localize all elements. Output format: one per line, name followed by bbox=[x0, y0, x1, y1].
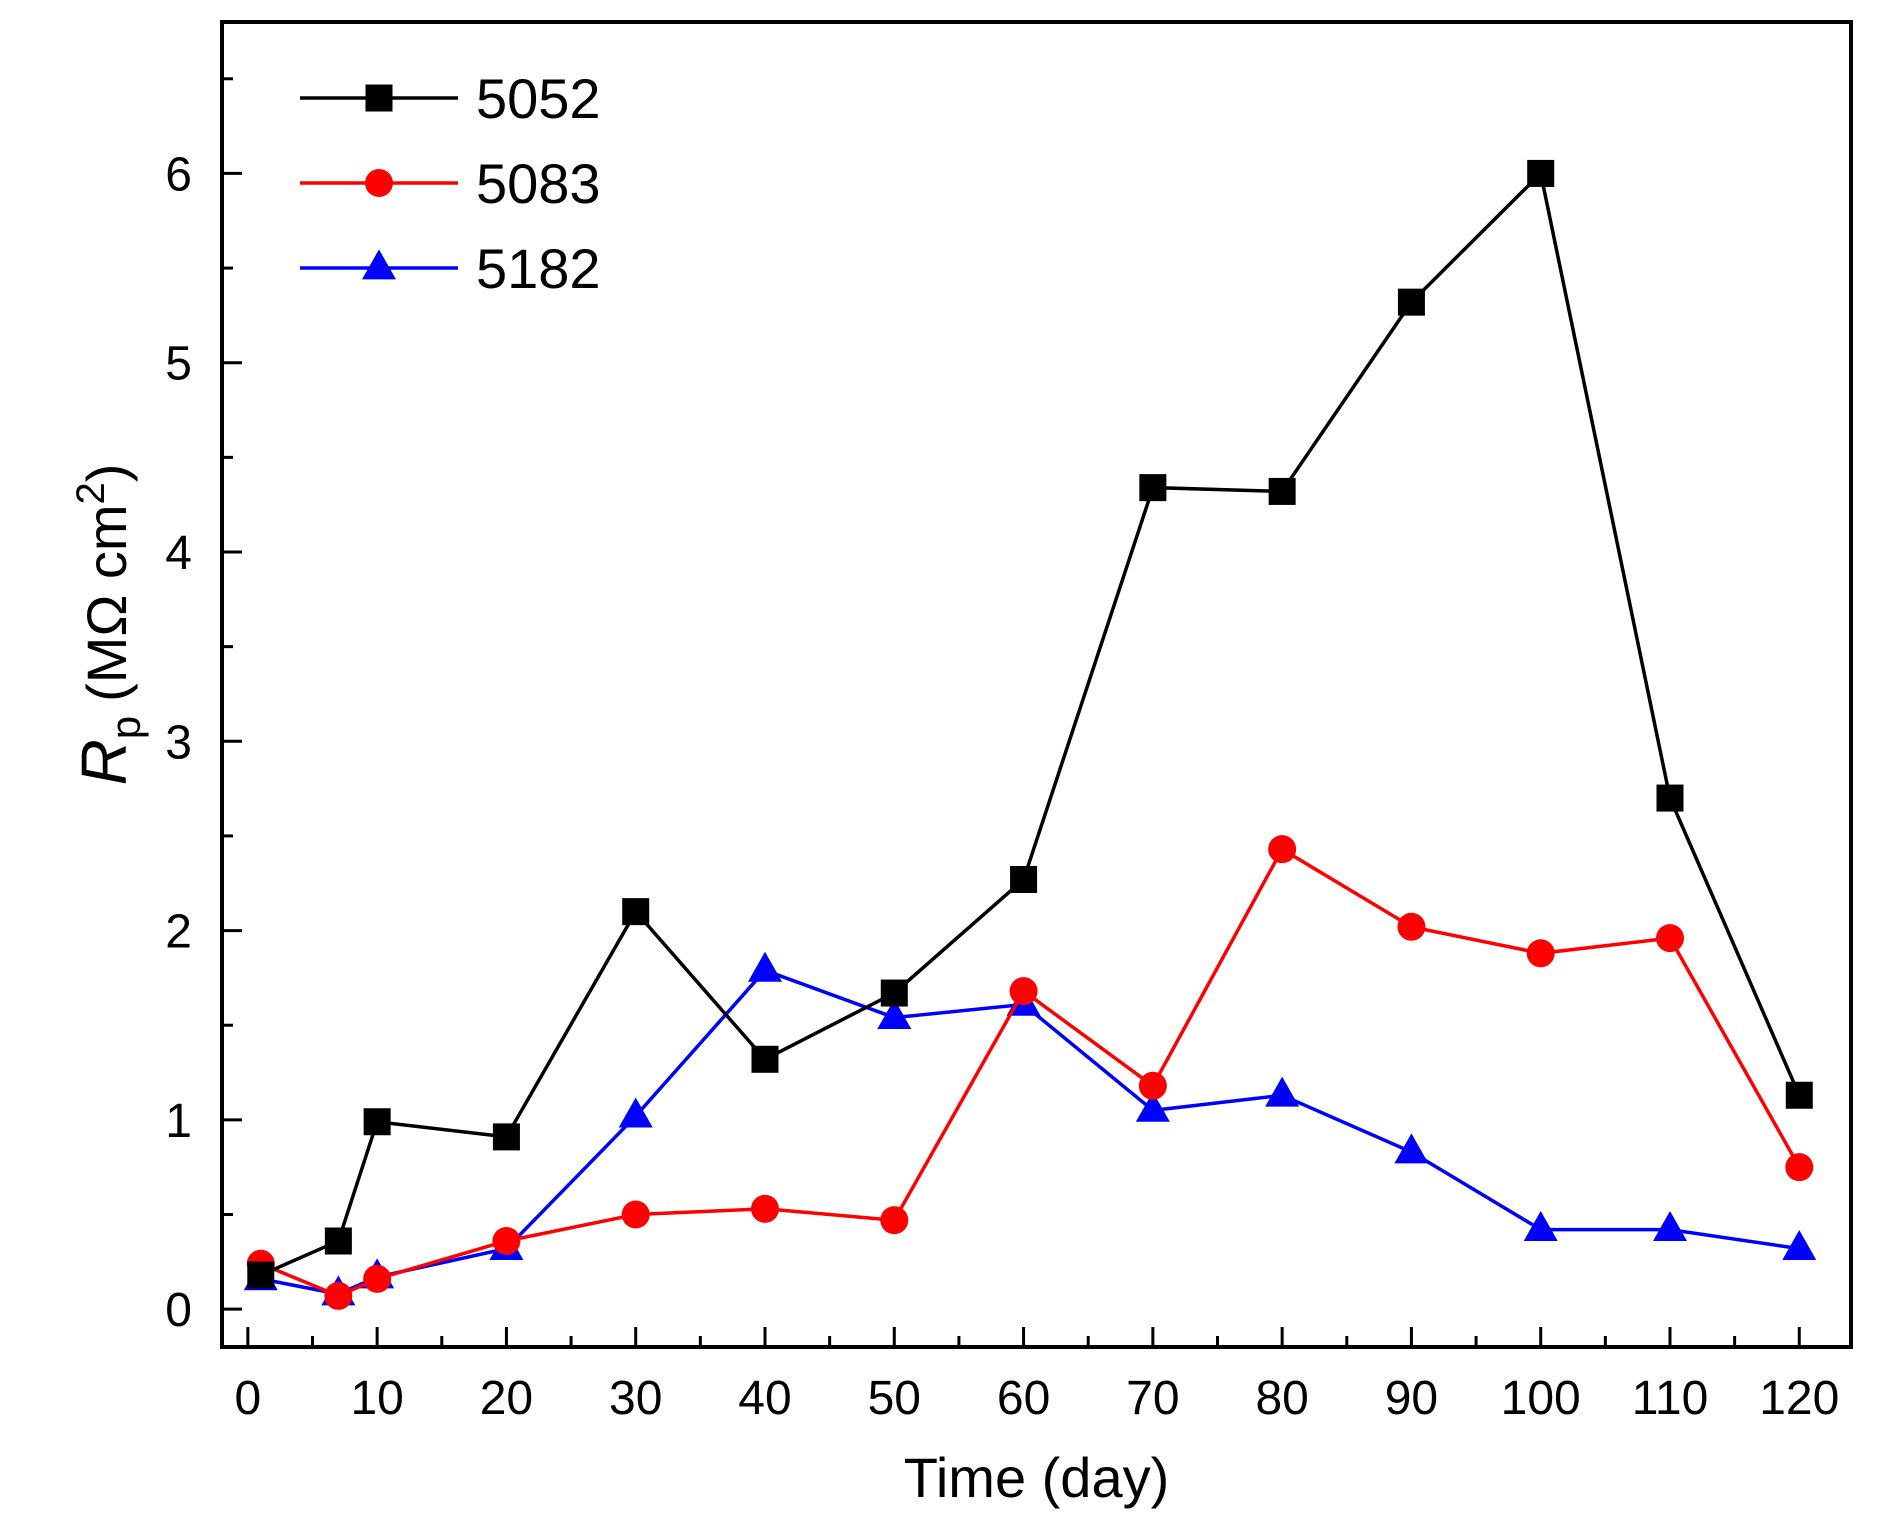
data-point-5052 bbox=[1268, 477, 1296, 505]
y-axis-unit-close: ) bbox=[75, 464, 138, 483]
x-tick-label: 50 bbox=[868, 1372, 921, 1425]
data-point-5083 bbox=[1397, 912, 1426, 941]
series-group bbox=[243, 159, 1817, 1310]
x-tick-label: 20 bbox=[480, 1372, 533, 1425]
data-point-5052 bbox=[1527, 159, 1555, 187]
x-tick-label: 40 bbox=[738, 1372, 791, 1425]
legend-marker-5052 bbox=[365, 84, 393, 112]
x-tick-label: 90 bbox=[1385, 1372, 1438, 1425]
data-point-5182 bbox=[618, 1097, 653, 1128]
data-point-5052 bbox=[1656, 784, 1684, 812]
data-point-5083 bbox=[751, 1194, 779, 1223]
data-point-5182 bbox=[1523, 1211, 1558, 1242]
x-tick-label: 60 bbox=[997, 1372, 1050, 1425]
data-point-5083 bbox=[880, 1206, 909, 1235]
y-axis-unit-superscript: 2 bbox=[69, 482, 113, 504]
data-point-5083 bbox=[1009, 977, 1038, 1006]
plot-frame bbox=[220, 20, 1853, 1349]
data-point-5052 bbox=[1010, 865, 1038, 893]
data-point-5182 bbox=[748, 951, 782, 982]
data-point-5052 bbox=[492, 1123, 520, 1151]
legend: 5052 5083 5182 bbox=[300, 67, 601, 300]
y-tick-label: 4 bbox=[165, 527, 192, 580]
y-tick-label: 1 bbox=[165, 1095, 192, 1148]
series-5052 bbox=[247, 159, 1813, 1289]
legend-label-5182: 5182 bbox=[476, 237, 601, 300]
y-tick-label: 5 bbox=[165, 338, 192, 391]
x-tick-label: 80 bbox=[1255, 1372, 1308, 1425]
legend-marker-5182 bbox=[362, 249, 396, 280]
data-point-5083 bbox=[1268, 835, 1297, 864]
series-line-5083 bbox=[260, 846, 1801, 1298]
legend-marker-5083 bbox=[365, 169, 393, 197]
y-tick-label: 6 bbox=[165, 148, 192, 201]
axes bbox=[220, 20, 1853, 1349]
legend-label-5083: 5083 bbox=[476, 152, 601, 215]
data-point-5052 bbox=[247, 1261, 275, 1289]
y-axis-title: Rp (MΩ cm2) bbox=[68, 464, 149, 786]
data-point-5083 bbox=[1656, 924, 1684, 953]
y-tick-label: 3 bbox=[165, 716, 192, 769]
data-point-5052 bbox=[324, 1227, 352, 1255]
data-point-5182 bbox=[1265, 1076, 1300, 1107]
y-tick-label: 2 bbox=[165, 906, 192, 959]
series-5083 bbox=[246, 835, 1814, 1310]
data-point-5052 bbox=[1139, 474, 1167, 502]
data-point-5083 bbox=[324, 1281, 353, 1310]
data-point-5052 bbox=[1785, 1081, 1813, 1109]
data-point-5182 bbox=[1653, 1211, 1687, 1242]
y-tick-label: 0 bbox=[165, 1284, 192, 1337]
data-point-5052 bbox=[622, 898, 650, 926]
series-line-5052 bbox=[260, 169, 1801, 1277]
x-axis-title: Time (day) bbox=[904, 1446, 1170, 1509]
ticks: 0 10 20 30 40 50 60 70 80 90 100 110 120 0 1 2 3 4 5 6 bbox=[165, 77, 1839, 1425]
data-point-5052 bbox=[363, 1108, 391, 1136]
x-tick-label: 120 bbox=[1759, 1372, 1839, 1425]
legend-label-5052: 5052 bbox=[476, 67, 601, 130]
data-point-5182 bbox=[1394, 1133, 1429, 1164]
y-axis-symbol: R bbox=[68, 739, 140, 785]
data-point-5182 bbox=[1135, 1091, 1170, 1122]
x-tick-label: 110 bbox=[1632, 1372, 1709, 1425]
data-point-5182 bbox=[877, 999, 912, 1030]
data-point-5182 bbox=[1782, 1229, 1817, 1260]
y-axis-unit: (MΩ cm bbox=[75, 504, 138, 701]
x-tick-label: 100 bbox=[1501, 1372, 1581, 1425]
series-5182 bbox=[243, 951, 1817, 1306]
data-point-5052 bbox=[880, 979, 908, 1007]
data-point-5083 bbox=[1526, 939, 1555, 968]
y-axis-subscript: p bbox=[102, 716, 149, 739]
x-tick-label: 0 bbox=[235, 1372, 262, 1425]
data-point-5083 bbox=[1785, 1153, 1814, 1182]
data-point-5083 bbox=[621, 1200, 650, 1229]
data-point-5083 bbox=[492, 1227, 521, 1255]
data-point-5083 bbox=[1138, 1071, 1167, 1100]
x-tick-label: 30 bbox=[609, 1372, 662, 1425]
data-point-5052 bbox=[1397, 288, 1425, 316]
x-tick-label: 10 bbox=[350, 1372, 403, 1425]
x-tick-label: 70 bbox=[1126, 1372, 1179, 1425]
data-point-5083 bbox=[363, 1264, 392, 1293]
data-point-5052 bbox=[751, 1045, 779, 1073]
